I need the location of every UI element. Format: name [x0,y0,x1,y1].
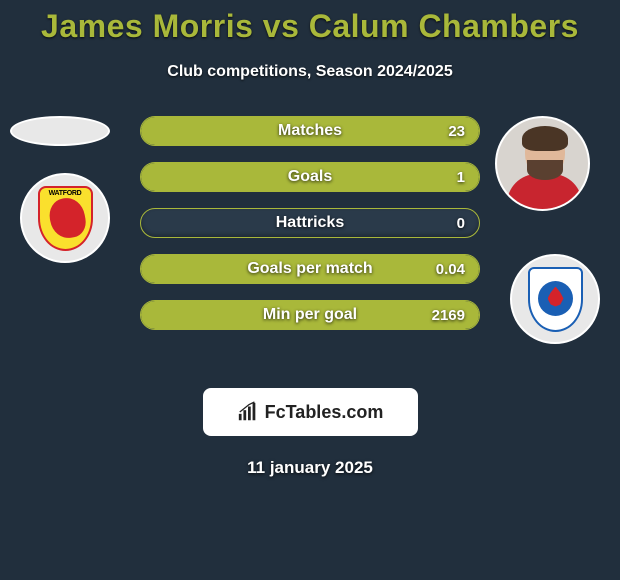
player-left-avatar [10,116,110,146]
footer-date: 11 january 2025 [0,458,620,478]
comparison-content: Matches 23 Goals 1 Hattricks 0 Goals per… [0,116,620,376]
stat-bar-hattricks: Hattricks 0 [140,208,480,238]
footer-logo: FcTables.com [203,388,418,436]
stat-bar-goals: Goals 1 [140,162,480,192]
stat-label: Goals per match [141,255,479,283]
stat-label: Hattricks [141,209,479,237]
page-title: James Morris vs Calum Chambers [0,0,620,45]
stat-bars: Matches 23 Goals 1 Hattricks 0 Goals per… [140,116,480,346]
avatar-hair [522,126,568,151]
stat-bar-mpg: Min per goal 2169 [140,300,480,330]
stat-label: Goals [141,163,479,191]
stat-bar-gpm: Goals per match 0.04 [140,254,480,284]
player-left-club-badge [20,173,110,263]
stat-value-right: 1 [457,163,465,191]
cardiff-crest-icon [528,267,583,332]
footer-logo-text: FcTables.com [265,402,384,423]
avatar-beard [527,160,563,180]
stat-value-right: 0 [457,209,465,237]
stat-value-right: 23 [448,117,465,145]
player-right-avatar [495,116,590,211]
chart-icon [237,401,259,423]
stat-label: Min per goal [141,301,479,329]
stat-value-right: 2169 [432,301,465,329]
stat-value-right: 0.04 [436,255,465,283]
stat-label: Matches [141,117,479,145]
player-right-club-badge [510,254,600,344]
stat-bar-matches: Matches 23 [140,116,480,146]
watford-crest-icon [38,186,93,251]
page-subtitle: Club competitions, Season 2024/2025 [0,63,620,81]
